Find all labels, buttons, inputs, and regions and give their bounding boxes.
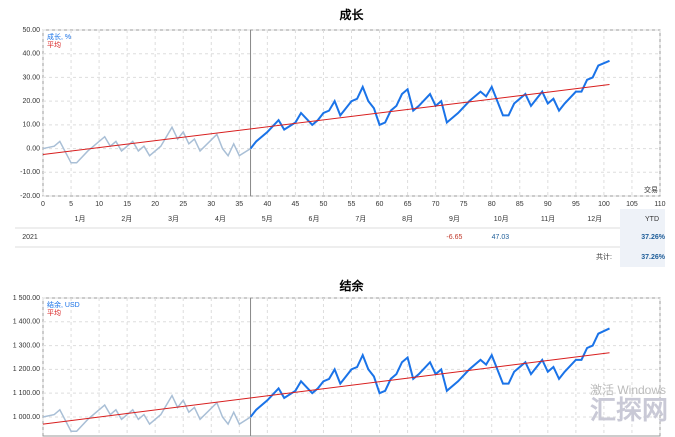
month-label: 12月 [587,215,602,223]
charts: 成长-20.00-10.000.0010.0020.0030.0040.0050… [13,7,666,437]
y-tick-label: 0.00 [26,145,40,152]
year-label: 2021 [22,234,38,241]
total-label: 共计: [596,252,612,261]
x-tick-label: 80 [488,201,496,208]
month-label: 10月 [494,215,509,223]
month-label: 7月 [355,215,366,223]
ytd-cell [620,209,665,267]
chart-title: 成长 [339,7,364,22]
y-tick-label: 20.00 [22,98,40,105]
line [249,59,610,150]
logo: 汇探网 [590,395,668,425]
ytd-value: 37.26% [641,234,666,241]
x-tick-label: 70 [432,201,440,208]
y-tick-label: -10.00 [20,169,40,176]
x-tick-label: 35 [235,201,243,208]
x-tick-label: 5 [69,201,73,208]
y-tick-label: 1 000.00 [13,414,40,421]
x-tick-label: 40 [263,201,271,208]
y-tick-label: 50.00 [22,27,40,34]
line [42,352,610,425]
x-tick-label: 60 [376,201,384,208]
line [249,327,610,418]
y-tick-label: 40.00 [22,51,40,58]
x-tick-label: 15 [123,201,131,208]
x-tick-label: 20 [151,201,159,208]
x-axis-label: 交易 [644,185,658,194]
x-tick-label: 75 [460,201,468,208]
x-tick-label: 55 [348,201,356,208]
month-label: 2月 [121,215,132,223]
month-label: 4月 [215,215,226,223]
y-tick-label: 1 500.00 [13,295,40,302]
legend-label: 平均 [47,308,61,317]
y-tick-label: 1 200.00 [13,366,40,373]
month-label: 6月 [309,215,320,223]
legend-label: 平均 [47,40,61,49]
y-tick-label: 10.00 [22,122,40,129]
x-tick-label: 25 [179,201,187,208]
x-tick-label: 0 [41,201,45,208]
x-tick-label: 65 [404,201,412,208]
month-label: 8月 [402,215,413,223]
y-tick-label: 1 400.00 [13,319,40,326]
x-tick-label: 10 [95,201,103,208]
month-label: 3月 [168,215,179,223]
month-label: 9月 [449,215,460,223]
month-value: 47.03 [492,234,510,241]
y-tick-label: 30.00 [22,74,40,81]
watermark: 激活 Windows [590,383,666,397]
y-tick-label: 1 100.00 [13,390,40,397]
chart-title: 结余 [339,278,364,293]
x-tick-label: 45 [292,201,300,208]
x-tick-label: 95 [572,201,580,208]
month-label: 1月 [75,215,86,223]
x-tick-label: 110 [654,201,665,208]
line [42,125,251,164]
month-label: 11月 [541,215,555,223]
x-tick-label: 50 [320,201,328,208]
x-tick-label: 105 [626,201,638,208]
line [42,393,251,432]
x-tick-label: 85 [516,201,524,208]
x-tick-label: 30 [207,201,215,208]
ytd-header: YTD [645,216,659,223]
x-tick-label: 90 [544,201,552,208]
legend-label: 结余, USD [47,300,80,309]
month-value: -6.65 [446,234,462,241]
y-tick-label: 1 300.00 [13,342,40,349]
month-label: 5月 [262,215,273,223]
x-tick-label: 100 [598,201,610,208]
total-value: 37.26% [641,254,666,261]
y-tick-label: -20.00 [20,193,40,200]
line [42,84,610,155]
legend-label: 成长, % [47,32,71,41]
